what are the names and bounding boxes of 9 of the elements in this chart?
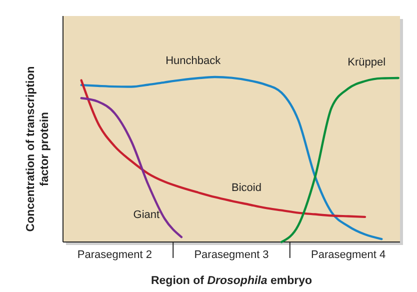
series-label: Bicoid <box>232 182 262 194</box>
series-label: Giant <box>133 209 160 222</box>
x-tick-label: Parasegment 4 <box>310 248 386 261</box>
series-label: Krüppel <box>348 56 386 68</box>
y-axis-title: Concentration of transcription factor protein <box>25 66 51 232</box>
x-tick-label: Parasegment 3 <box>194 248 269 261</box>
series-label: Hunchback <box>166 54 222 67</box>
x-axis-title: Region of Drosophila embryo <box>150 275 312 287</box>
x-tick-label: Parasegment 2 <box>77 248 152 261</box>
